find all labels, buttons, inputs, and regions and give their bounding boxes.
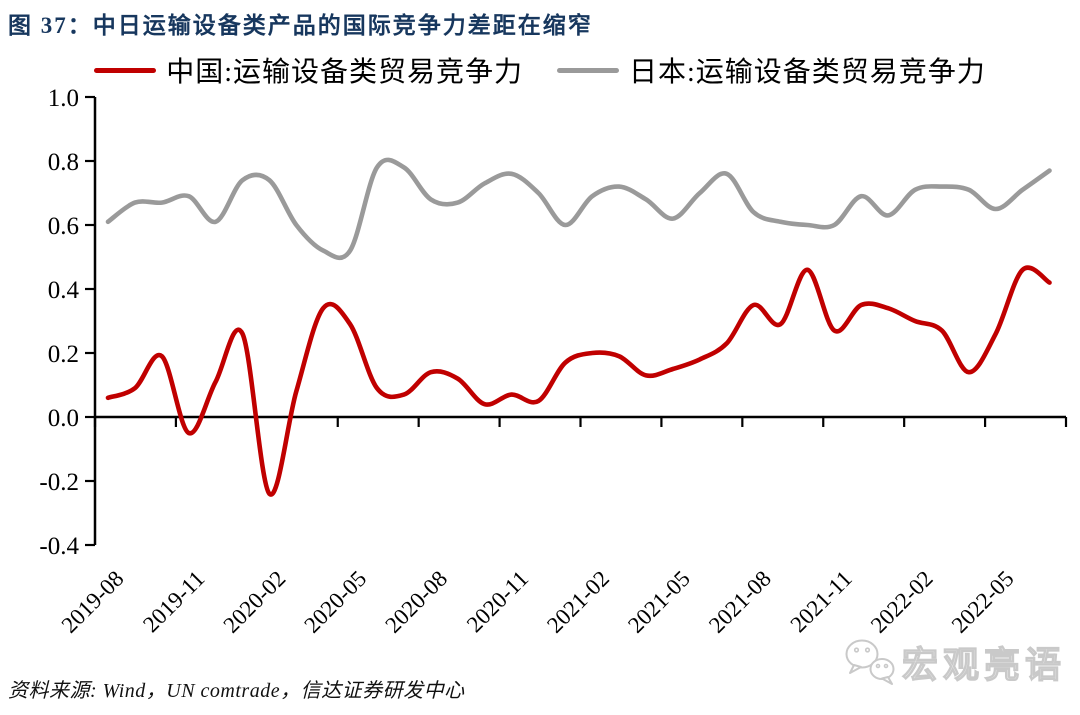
x-tick-label: 2021-11 (786, 566, 857, 637)
x-tick-label: 2019-08 (57, 566, 129, 638)
data-source-note: 资料来源: Wind，UN comtrade，信达证券研发中心 (8, 680, 465, 702)
y-tick-label: 1.0 (48, 85, 79, 112)
x-tick-label: 2022-05 (947, 566, 1019, 638)
y-tick-label: 0.6 (48, 213, 79, 240)
y-tick-label: 0.0 (48, 405, 79, 432)
japan-line-swatch (557, 67, 619, 73)
series-line-japan (105, 157, 1052, 261)
china-line-swatch (94, 67, 157, 73)
y-tick-label: 0.8 (48, 149, 79, 176)
x-tick-label: 2020-05 (299, 566, 371, 638)
series-line-china (105, 265, 1052, 497)
x-tick-label: 2022-02 (866, 566, 938, 638)
legend-item-japan: 日本:运输设备类贸易竞争力 (557, 50, 986, 90)
x-tick-label: 2019-11 (138, 566, 209, 637)
wechat-icon (845, 639, 895, 685)
chart-title: 图 37：中日运输设备类产品的国际竞争力差距在缩窄 (8, 13, 593, 38)
x-tick-label: 2020-02 (218, 566, 290, 638)
y-tick-label: -0.4 (39, 533, 79, 560)
y-tick-label: 0.4 (48, 277, 80, 304)
legend-label-japan: 日本:运输设备类贸易竞争力 (629, 57, 986, 88)
x-tick-label: 2020-11 (462, 566, 533, 637)
y-tick-label: 0.2 (48, 341, 79, 368)
chart-legend: 中国:运输设备类贸易竞争力 日本:运输设备类贸易竞争力 (0, 50, 1080, 90)
watermark: 宏观亮语 (842, 636, 1066, 688)
x-tick-label: 2021-02 (542, 566, 614, 638)
x-tick-label: 2021-08 (704, 566, 776, 638)
y-tick-label: -0.2 (39, 469, 79, 496)
x-tick-label: 2021-05 (623, 566, 695, 638)
watermark-text: 宏观亮语 (901, 643, 1066, 685)
legend-item-china: 中国:运输设备类贸易竞争力 (94, 50, 523, 90)
x-tick-label: 2020-08 (380, 566, 452, 638)
legend-label-china: 中国:运输设备类贸易竞争力 (166, 57, 523, 88)
